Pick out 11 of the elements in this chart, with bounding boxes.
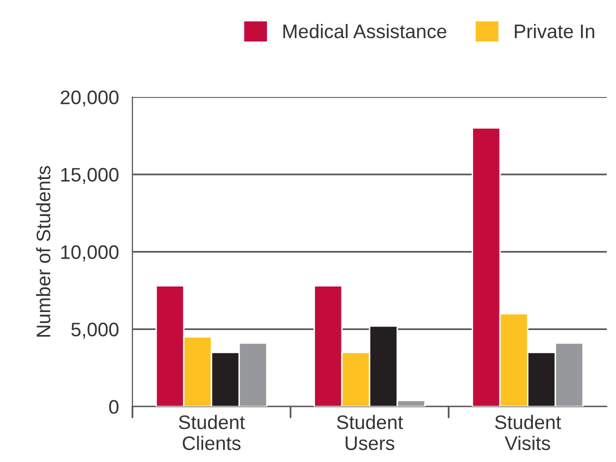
y-tick-label: 20,000 [60,90,118,107]
y-tick-label: 0 [109,400,118,414]
y-axis-title: Number of Students [36,166,50,337]
x-tick-label: Student Clients [178,414,245,450]
y-tick-label: 10,000 [61,245,118,262]
y-tick-label: 5,000 [71,322,118,339]
legend-label: Medical Assistance [283,24,446,38]
y-tick-label: 15,000 [61,168,118,184]
x-tick-label: Student Visits [495,414,562,450]
x-tick-label: Student Users [336,414,403,450]
legend-label: Private In [514,24,594,38]
